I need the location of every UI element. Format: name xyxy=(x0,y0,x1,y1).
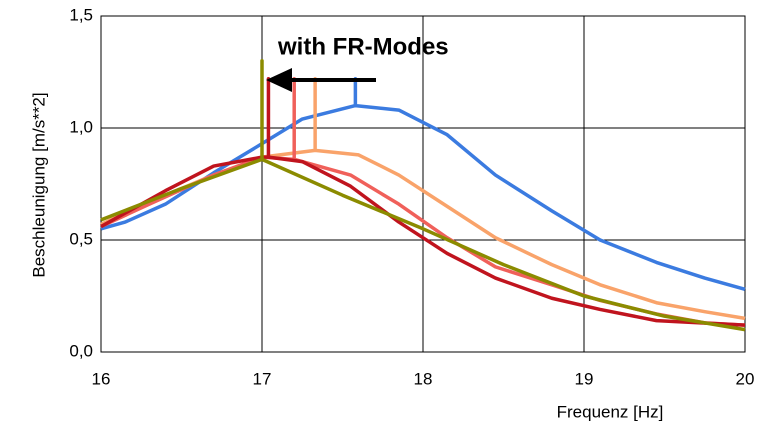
annotation-arrowhead xyxy=(266,68,292,92)
x-tick-label: 17 xyxy=(253,369,272,388)
annotation: with FR-Modes xyxy=(277,33,449,60)
data-line xyxy=(100,59,746,332)
y-tick-label: 1,5 xyxy=(69,5,93,24)
x-tick-label: 16 xyxy=(92,369,111,388)
y-axis-label: Beschleunigung [m/s**2] xyxy=(29,92,48,277)
x-axis-label: Frequenz [Hz] xyxy=(557,402,664,421)
y-tick-label: 0,5 xyxy=(69,229,93,248)
y-tick-label: 0,0 xyxy=(69,341,93,360)
x-tick-label: 20 xyxy=(736,369,755,388)
x-tick-label: 18 xyxy=(414,369,433,388)
y-tick-label: 1,0 xyxy=(69,117,93,136)
data-line xyxy=(100,76,746,327)
x-tick-label: 19 xyxy=(575,369,594,388)
